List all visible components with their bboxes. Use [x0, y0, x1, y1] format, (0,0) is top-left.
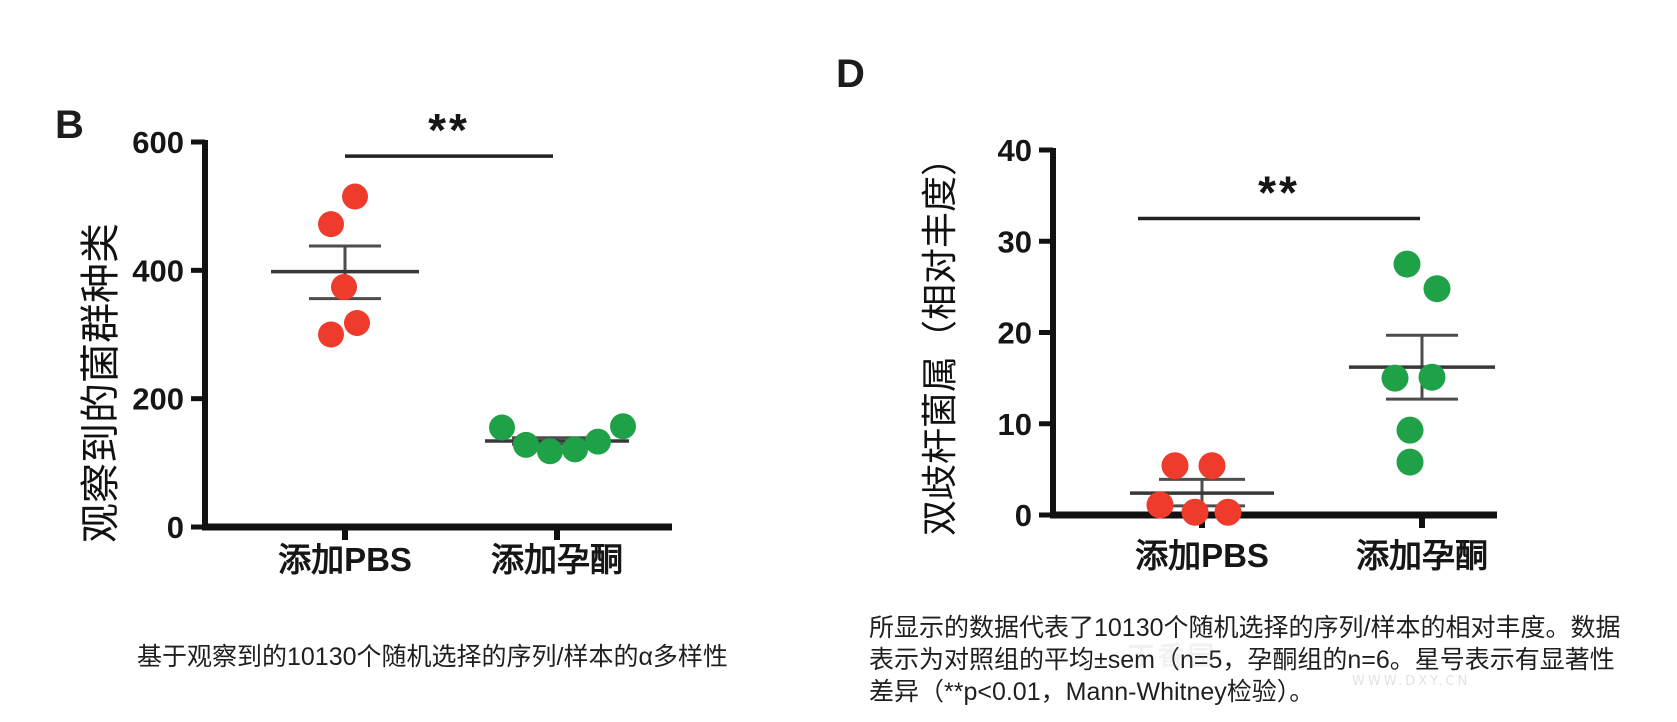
data-point-B-添加孕酮: [489, 414, 515, 441]
caption-panel-b: 基于观察到的10130个随机选择的序列/样本的α多样性: [137, 643, 728, 671]
data-point-B-添加PBS: [318, 211, 344, 238]
x-group-label-D-2: 添加孕酮: [1356, 537, 1488, 574]
data-point-B-添加PBS: [331, 274, 357, 301]
x-group-label-B-2: 添加孕酮: [491, 541, 623, 578]
data-point-D-添加孕酮: [1381, 364, 1409, 392]
data-point-B-添加孕酮: [513, 431, 539, 458]
caption-d-line-1: 所显示的数据代表了10130个随机选择的序列/样本的相对丰度。数据: [869, 614, 1621, 642]
caption-panel-d: 所显示的数据代表了10130个随机选择的序列/样本的相对丰度。数据 表示为对照组…: [869, 612, 1677, 708]
data-point-D-添加PBS: [1161, 452, 1189, 480]
data-point-D-添加孕酮: [1393, 250, 1421, 278]
data-point-D-添加孕酮: [1396, 448, 1424, 476]
data-point-D-添加孕酮: [1418, 363, 1446, 391]
y-tick-label-D: 10: [998, 407, 1032, 442]
data-point-D-添加PBS: [1181, 498, 1209, 526]
panel-label-d: D: [836, 52, 865, 96]
data-point-D-添加PBS: [1198, 452, 1226, 480]
y-tick-label-B: 200: [132, 382, 184, 417]
data-point-B-添加PBS: [318, 321, 344, 348]
y-tick-label-D: 40: [998, 133, 1032, 168]
y-tick-label-B: 600: [132, 125, 184, 160]
x-group-label-B-1: 添加PBS: [278, 541, 412, 578]
x-group-label-D-1: 添加PBS: [1135, 537, 1269, 574]
caption-d-line-3: 差异（**p<0.01，Mann-Whitney检验）。: [869, 678, 1315, 706]
significance-label-D: **: [1258, 166, 1300, 218]
y-tick-label-D: 20: [998, 316, 1032, 351]
data-point-B-添加孕酮: [562, 436, 588, 463]
data-point-B-添加孕酮: [585, 428, 611, 455]
data-point-D-添加PBS: [1146, 491, 1174, 519]
y-axis-label-B: 观察到的菌群种类: [79, 223, 123, 543]
panel-label-b: B: [55, 103, 84, 147]
data-point-D-添加孕酮: [1423, 275, 1451, 303]
significance-label-B: **: [428, 104, 470, 156]
data-point-D-添加孕酮: [1396, 416, 1424, 444]
y-axis-label-D: 双歧杆菌属（相对丰度）: [919, 140, 960, 536]
y-tick-label-B: 400: [132, 253, 184, 288]
data-point-D-添加PBS: [1214, 498, 1242, 526]
caption-d-line-2: 表示为对照组的平均±sem（n=5，孕酮组的n=6。星号表示有显著性: [869, 646, 1615, 674]
data-point-B-添加孕酮: [610, 413, 636, 440]
data-point-B-添加孕酮: [537, 438, 563, 465]
data-point-B-添加PBS: [342, 183, 368, 210]
data-point-B-添加PBS: [344, 309, 370, 336]
y-tick-label-B: 0: [167, 510, 184, 545]
y-tick-label-D: 30: [998, 224, 1032, 259]
y-tick-label-D: 0: [1015, 498, 1032, 533]
